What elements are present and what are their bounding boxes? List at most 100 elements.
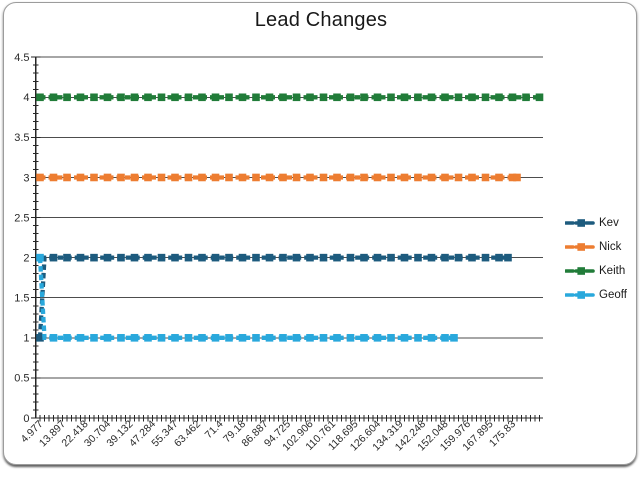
legend-marker-nick-icon (565, 243, 598, 251)
series-marker-nick (481, 173, 490, 182)
series-marker-keith (76, 93, 85, 102)
series-marker-keith (211, 93, 220, 102)
series-marker-nick (171, 173, 179, 182)
series-marker-geoff (400, 334, 409, 342)
series-marker-nick (117, 173, 125, 182)
series-marker-kev (76, 253, 85, 262)
series-marker-kev (400, 253, 409, 262)
series-marker-kev (414, 253, 422, 262)
series-marker-keith (427, 93, 436, 102)
series-marker-kev (211, 253, 220, 262)
series-marker-geoff (103, 334, 112, 342)
series-marker-geoff (49, 334, 58, 342)
series-marker-nick (346, 173, 355, 182)
series-marker-geoff (157, 334, 166, 342)
series-marker-geoff (346, 334, 355, 342)
series-marker-kev (171, 253, 179, 262)
series-marker-geoff (144, 334, 152, 342)
series-marker-nick (238, 173, 247, 182)
legend-marker-keith-icon (565, 267, 598, 275)
series-marker-geoff (387, 334, 395, 342)
series-marker-nick (49, 173, 58, 182)
series-marker-keith (441, 93, 449, 102)
series-marker-nick (279, 173, 287, 182)
series-marker-keith (292, 93, 301, 102)
series-marker-kev (373, 253, 382, 262)
series-marker-kev (144, 253, 152, 262)
series-marker-keith (400, 93, 409, 102)
series-marker-kev (238, 253, 247, 262)
series-marker-keith (360, 93, 368, 102)
series-marker-kev (454, 253, 463, 262)
series-marker-keith (130, 93, 139, 102)
series-marker-geoff (252, 334, 260, 342)
series-marker-kev (198, 253, 206, 262)
y-tick-label: 2.5 (14, 212, 29, 224)
series-marker-keith (535, 93, 544, 102)
series-marker-kev (36, 334, 44, 342)
series-marker-keith (90, 93, 98, 102)
series-marker-nick (76, 173, 85, 182)
series-marker-kev (333, 253, 341, 262)
series-marker-geoff (36, 253, 44, 262)
series-marker-nick (513, 173, 521, 182)
series-marker-nick (441, 173, 449, 182)
series-marker-geoff (279, 334, 287, 342)
series-marker-geoff (360, 334, 368, 342)
series-marker-keith (265, 93, 274, 102)
series-marker-nick (157, 173, 166, 182)
series-marker-kev (292, 253, 301, 262)
series-marker-kev (279, 253, 287, 262)
series-marker-kev (481, 253, 490, 262)
series-marker-nick (333, 173, 341, 182)
legend: Kev Nick Keith Geoff (565, 211, 627, 307)
series-marker-nick (144, 173, 152, 182)
y-tick-label: 0.5 (14, 373, 29, 385)
series-marker-kev (103, 253, 112, 262)
series-marker-geoff (211, 334, 220, 342)
series-marker-kev (441, 253, 449, 262)
series-marker-nick (103, 173, 112, 182)
legend-marker-kev-icon (565, 219, 598, 227)
series-marker-keith (346, 93, 355, 102)
series-marker-kev (225, 253, 233, 262)
series-marker-kev (468, 253, 476, 262)
series-marker-nick (90, 173, 98, 182)
series-marker-geoff (117, 334, 125, 342)
series-marker-nick (306, 173, 314, 182)
series-marker-geoff (76, 334, 85, 342)
series-marker-nick (495, 173, 503, 182)
series-marker-kev (130, 253, 139, 262)
series-marker-geoff (130, 334, 139, 342)
series-marker-keith (481, 93, 490, 102)
y-tick-label: 4 (23, 92, 29, 104)
series-marker-keith (103, 93, 112, 102)
series-marker-nick (292, 173, 301, 182)
series-marker-keith (373, 93, 382, 102)
series-marker-kev (49, 253, 58, 262)
y-tick-label: 1 (23, 333, 29, 345)
series-marker-nick (400, 173, 409, 182)
series-marker-nick (63, 173, 71, 182)
series-marker-geoff (225, 334, 233, 342)
legend-label: Kev (599, 217, 619, 229)
series-marker-geoff (238, 334, 247, 342)
series-marker-nick (130, 173, 139, 182)
y-tick-label: 1.5 (14, 293, 29, 305)
series-marker-nick (414, 173, 422, 182)
y-tick-label: 3 (23, 172, 29, 184)
series-marker-geoff (63, 334, 71, 342)
chart-frame (3, 2, 637, 465)
series-marker-keith (225, 93, 233, 102)
series-marker-kev (252, 253, 260, 262)
series-marker-geoff (333, 334, 341, 342)
series-marker-keith (279, 93, 287, 102)
series-marker-nick (252, 173, 260, 182)
y-tick-label: 3.5 (14, 132, 29, 144)
y-tick-label: 4.5 (14, 52, 29, 64)
series-marker-keith (49, 93, 58, 102)
y-tick-label: 2 (23, 252, 29, 264)
series-marker-keith (495, 93, 503, 102)
series-marker-geoff (427, 334, 436, 342)
